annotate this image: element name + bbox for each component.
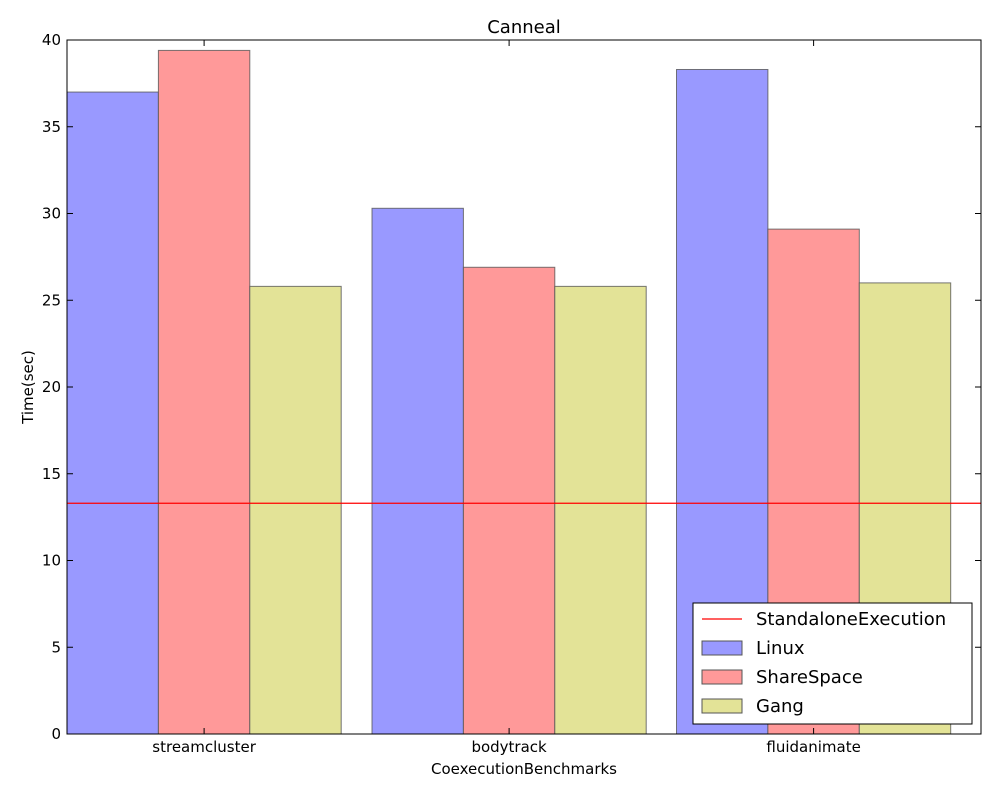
y-tick-label: 20	[42, 378, 61, 396]
x-tick-label: bodytrack	[471, 738, 547, 756]
bar-linux-bodytrack	[371, 207, 464, 735]
legend-label-sharespace: ShareSpace	[756, 667, 863, 688]
legend-swatch-sharespace	[701, 669, 743, 685]
x-tick-label: fluidanimate	[766, 738, 860, 756]
chart-title: Canneal	[487, 17, 561, 38]
bar-gang-streamcluster	[249, 285, 342, 735]
legend-swatch-gang	[701, 698, 743, 714]
bar-sharespace-streamcluster	[157, 49, 251, 735]
bar-linux-streamcluster	[66, 91, 159, 735]
y-tick-label: 40	[42, 31, 61, 49]
legend: StandaloneExecution Linux ShareSpace Gang	[692, 602, 973, 725]
y-axis-label: Time(sec)	[19, 350, 37, 425]
legend-label-standalone: StandaloneExecution	[756, 609, 946, 630]
y-tick-label: 5	[51, 638, 61, 656]
y-tick-label: 35	[42, 118, 61, 136]
x-axis: streamcluster bodytrack fluidanimate	[152, 40, 861, 756]
y-tick-label: 25	[42, 291, 61, 309]
y-tick-label: 15	[42, 465, 61, 483]
y-tick-label: 10	[42, 552, 61, 570]
y-tick-label: 0	[51, 725, 61, 743]
bar-sharespace-bodytrack	[462, 266, 556, 735]
x-tick-label: streamcluster	[152, 738, 256, 756]
y-tick-label: 30	[42, 205, 61, 223]
y-axis: 0 5 10 15 20 25 30 35 40	[42, 31, 981, 743]
x-axis-label: CoexecutionBenchmarks	[431, 760, 617, 778]
legend-swatch-linux	[701, 640, 743, 656]
legend-label-gang: Gang	[756, 696, 804, 717]
legend-label-linux: Linux	[756, 638, 805, 659]
bar-gang-bodytrack	[554, 285, 647, 735]
